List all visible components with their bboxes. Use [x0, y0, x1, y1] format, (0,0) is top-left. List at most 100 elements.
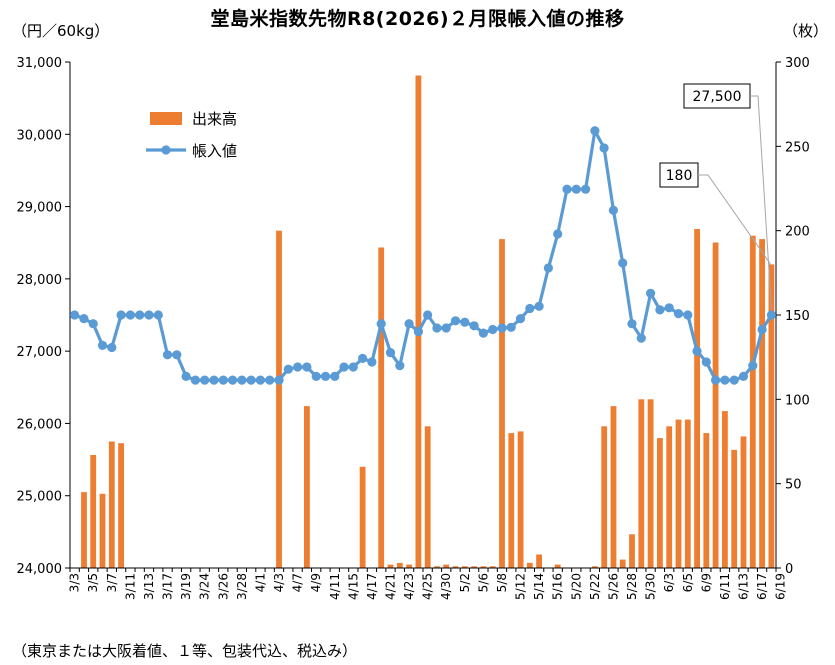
- settlement-point: [738, 371, 749, 381]
- settlement-point: [395, 361, 405, 371]
- volume-bar: [480, 566, 487, 568]
- volume-bar: [619, 559, 626, 568]
- settlement-point: [218, 375, 228, 385]
- settlement-point: [748, 361, 758, 371]
- settlement-point: [441, 323, 451, 333]
- volume-bar: [638, 399, 645, 568]
- settlement-point: [562, 184, 572, 194]
- volume-bar: [703, 433, 710, 568]
- volume-bar: [406, 564, 412, 568]
- x-tick-label: 5/14: [532, 573, 546, 600]
- callout-text-volume: 180: [666, 168, 693, 184]
- x-tick-label: 3/5: [86, 573, 100, 592]
- settlement-point: [190, 375, 200, 385]
- volume-bar: [694, 229, 700, 568]
- settlement-point: [534, 301, 544, 311]
- x-tick-label: 3/7: [105, 573, 119, 592]
- settlement-point: [664, 303, 674, 313]
- settlement-point: [757, 324, 767, 335]
- settlement-point: [172, 350, 182, 360]
- volume-bar: [90, 455, 97, 568]
- volume-bar: [629, 534, 635, 568]
- settlement-point: [423, 310, 433, 320]
- settlement-point: [525, 303, 535, 314]
- volume-bar: [675, 419, 682, 568]
- settlement-point: [135, 310, 145, 320]
- settlement-point: [97, 340, 108, 350]
- left-tick-label: 25,000: [17, 490, 63, 505]
- settlement-point: [228, 375, 238, 385]
- settlement-point: [673, 309, 684, 319]
- settlement-point: [385, 348, 396, 358]
- settlement-point: [246, 375, 256, 385]
- volume-bar: [536, 554, 542, 568]
- volume-bar: [768, 264, 775, 568]
- volume-bar: [749, 235, 756, 568]
- settlement-point: [515, 314, 526, 324]
- x-tick-label: 4/9: [309, 573, 323, 592]
- settlement-point: [162, 350, 173, 360]
- volume-bar: [434, 566, 440, 568]
- volume-bar: [81, 492, 87, 568]
- volume-bar: [740, 436, 747, 568]
- volume-bar: [722, 411, 728, 568]
- settlement-point: [701, 357, 711, 367]
- volume-bar: [461, 566, 468, 568]
- volume-bar: [526, 562, 533, 568]
- settlement-point: [330, 371, 340, 381]
- x-tick-label: 4/30: [439, 573, 453, 600]
- settlement-point: [720, 375, 730, 385]
- callout-leader-volume: [698, 174, 772, 266]
- x-tick-label: 6/19: [774, 573, 788, 600]
- volume-bar: [415, 75, 422, 568]
- volume-bar: [508, 433, 515, 568]
- legend-label-settlement: 帳入値: [192, 142, 237, 160]
- right-tick-label: 250: [785, 140, 810, 155]
- callout-box-price: [683, 83, 751, 109]
- settlement-point: [627, 319, 637, 329]
- x-tick-label: 4/23: [402, 573, 416, 600]
- settlement-point: [311, 371, 321, 381]
- left-tick-label: 26,000: [17, 417, 63, 432]
- settlement-point: [581, 184, 591, 194]
- right-axis-unit: （枚）: [783, 22, 829, 40]
- settlement-point: [125, 310, 135, 320]
- settlement-point: [348, 362, 358, 372]
- settlement-point: [460, 317, 470, 327]
- volume-bar: [396, 562, 403, 568]
- legend-label-volume: 出来高: [192, 110, 237, 128]
- x-tick-label: 5/26: [606, 573, 620, 600]
- x-tick-label: 4/21: [383, 573, 397, 600]
- settlement-line: [70, 126, 777, 385]
- volume-bar: [359, 466, 366, 568]
- volume-bars: [81, 75, 775, 568]
- settlement-point: [655, 305, 665, 315]
- x-tick-label: 5/12: [514, 573, 528, 600]
- x-tick-label: 6/5: [681, 573, 695, 592]
- x-tick-label: 4/11: [328, 573, 342, 600]
- right-tick-label: 50: [785, 478, 802, 493]
- settlement-point: [181, 371, 191, 381]
- settlement-point: [543, 263, 554, 273]
- settlement-point: [432, 323, 442, 333]
- left-tick-label: 29,000: [17, 201, 63, 216]
- volume-bar: [517, 431, 524, 568]
- settlement-point: [79, 314, 89, 324]
- settlement-point: [571, 184, 581, 194]
- settlement-point: [488, 324, 498, 335]
- volume-bar: [601, 426, 608, 568]
- volume-bar: [99, 493, 106, 568]
- left-tick-label: 28,000: [17, 273, 63, 288]
- settlement-point: [692, 346, 702, 356]
- x-tick-label: 5/28: [625, 573, 639, 600]
- settlement-point: [404, 319, 414, 329]
- settlement-point: [144, 310, 154, 320]
- volume-bar: [712, 242, 719, 568]
- settlement-point: [636, 333, 646, 343]
- volume-bar: [759, 239, 765, 568]
- chart-title: 堂島米指数先物R8(2026)２月限帳入値の推移: [210, 8, 625, 30]
- settlement-point: [646, 288, 656, 298]
- x-tick-label: 5/6: [476, 573, 490, 592]
